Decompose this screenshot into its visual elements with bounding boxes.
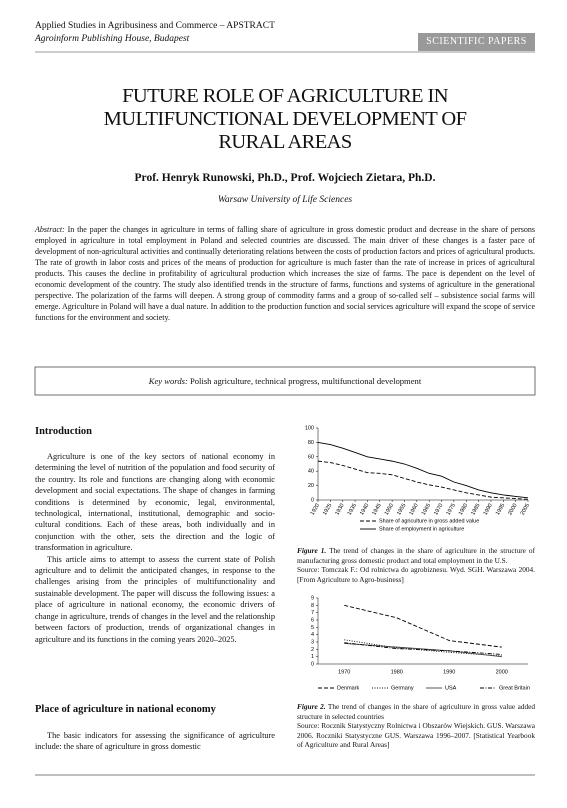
journal: Applied Studies in Agribusiness and Comm… xyxy=(35,21,275,31)
y-tick-label: 3 xyxy=(311,639,314,645)
legend-label: Great Britain xyxy=(499,685,530,691)
x-tick-label: 1980 xyxy=(391,669,403,675)
y-tick-label: 0 xyxy=(311,497,314,503)
y-tick-label: 40 xyxy=(308,469,314,475)
paragraph: The basic indicators for assessing the s… xyxy=(35,731,275,752)
legend-label: Share of agriculture in gross added valu… xyxy=(379,518,479,524)
x-tick-label: 1985 xyxy=(470,503,481,517)
y-tick-label: 100 xyxy=(305,425,314,431)
x-tick-label: 1930 xyxy=(334,503,345,517)
x-tick-label: 1920 xyxy=(310,503,321,517)
keywords-label: Key words: xyxy=(148,376,188,386)
y-tick-label: 8 xyxy=(311,603,314,609)
y-tick-label: 2 xyxy=(311,647,314,653)
legend-label: Denmark xyxy=(337,685,360,691)
y-tick-label: 9 xyxy=(311,595,314,601)
figure-label: Figure 1. xyxy=(297,546,327,555)
keywords-box xyxy=(34,366,536,396)
y-tick-label: 0 xyxy=(311,661,314,667)
x-tick-label: 2005 xyxy=(520,503,531,517)
x-tick-label: 2000 xyxy=(496,669,508,675)
x-tick-label: 1935 xyxy=(347,503,358,517)
publisher: Agroinform Publishing House, Budapest xyxy=(35,34,190,44)
figure-caption: Figure 1. The trend of changes in the sh… xyxy=(297,546,535,584)
paragraph: This article aims to attempt to assess t… xyxy=(35,554,275,644)
x-tick-label: 1995 xyxy=(495,503,506,517)
x-tick-label: 1990 xyxy=(443,669,455,675)
x-tick-label: 1980 xyxy=(458,503,469,517)
series-line xyxy=(317,441,529,499)
series-line xyxy=(344,604,502,648)
series-line xyxy=(344,643,502,658)
x-tick-label: 1975 xyxy=(446,503,457,517)
intro-body: Agriculture is one of the key sectors of… xyxy=(35,451,275,645)
caption-source: Source: Rocznik Statystyczny Rolnictwa i… xyxy=(297,721,535,750)
x-tick-label: 1950 xyxy=(384,503,395,517)
x-tick-label: 1965 xyxy=(421,503,432,517)
keywords: Key words: Polish agriculture, technical… xyxy=(35,376,535,386)
y-tick-label: 7 xyxy=(311,610,314,616)
section-band xyxy=(418,33,535,51)
x-tick-label: 1990 xyxy=(483,503,494,517)
x-tick-label: 1940 xyxy=(359,503,370,517)
abstract-label: Abstract: xyxy=(35,225,65,234)
y-tick-label: 1 xyxy=(311,654,314,660)
title: FUTURE ROLE OF AGRICULTURE IN MULTIFUNCT… xyxy=(103,85,467,153)
caption-source: Source: Tomczak F.: Od rolnictwa do agro… xyxy=(297,565,535,584)
heading: Place of agriculture in national economy xyxy=(35,704,216,715)
series-line xyxy=(344,639,502,657)
y-tick-label: 5 xyxy=(311,625,314,631)
abstract: Abstract: In the paper the changes in ag… xyxy=(35,224,535,323)
legend-label: Share of employment in agriculture xyxy=(379,526,464,532)
abstract-text: In the paper the changes in agriculture … xyxy=(35,225,536,322)
legend-label: USA xyxy=(445,685,457,691)
caption-text: The trend of changes in the share of agr… xyxy=(297,546,535,565)
y-tick-label: 60 xyxy=(308,454,314,460)
x-tick-label: 1955 xyxy=(396,503,407,517)
caption-text: The trend of changes in the share of agr… xyxy=(297,702,535,721)
x-tick-label: 1945 xyxy=(371,503,382,517)
keywords-text: Polish agriculture, technical progress, … xyxy=(189,376,422,386)
heading: Introduction xyxy=(35,426,92,437)
x-tick-label: 1970 xyxy=(338,669,350,675)
x-tick-label: 1970 xyxy=(433,503,444,517)
x-tick-label: 1960 xyxy=(408,503,419,517)
section-label: SCIENTIFIC PAPERS xyxy=(426,36,527,47)
x-tick-label: 2000 xyxy=(507,503,518,517)
affiliation: Warsaw University of Life Sciences xyxy=(217,195,353,205)
authors: Prof. Henryk Runowski, Ph.D., Prof. Wojc… xyxy=(134,172,436,184)
y-tick-label: 80 xyxy=(308,440,314,446)
legend-label: Germany xyxy=(391,685,414,691)
x-tick-label: 1925 xyxy=(322,503,333,517)
y-tick-label: 4 xyxy=(311,632,314,638)
figure-label: Figure 2. xyxy=(297,702,326,711)
paragraph: Agriculture is one of the key sectors of… xyxy=(35,452,275,553)
series-line xyxy=(344,642,502,655)
figure-caption: Figure 2. The trend of changes in the sh… xyxy=(297,702,535,750)
y-tick-label: 20 xyxy=(308,483,314,489)
y-tick-label: 6 xyxy=(311,617,314,623)
